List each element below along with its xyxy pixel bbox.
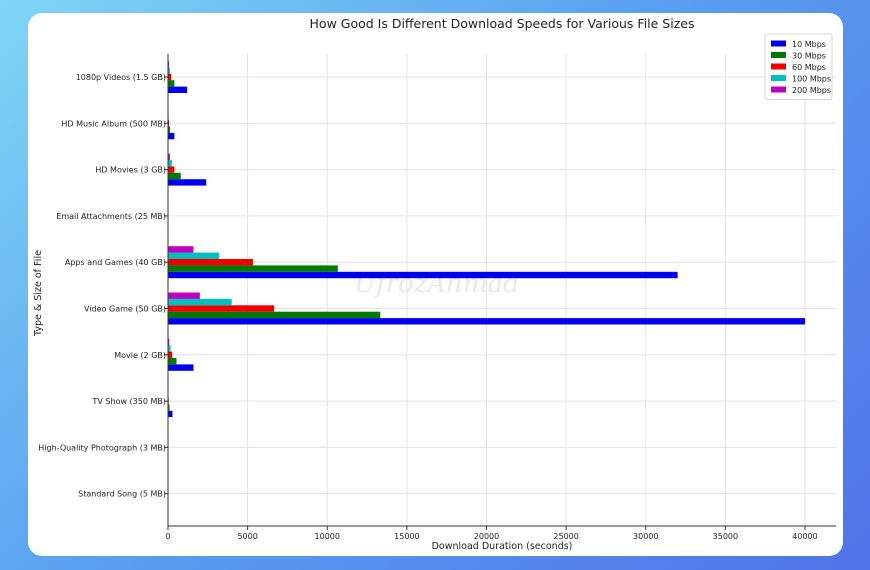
legend-swatch [771,52,786,58]
legend-label: 200 Mbps [792,86,831,95]
legend-label: 60 Mbps [792,63,826,72]
x-tick-label: 30000 [633,532,658,541]
bar [168,132,175,140]
bar [168,120,170,127]
legend-swatch [771,40,786,47]
category-label: Standard Song (5 MB) [78,490,166,499]
y-axis-label: Type & Size of File [33,250,44,337]
x-tick-label: 0 [165,532,170,541]
x-tick-label: 40000 [792,532,817,541]
x-axis-label: Download Duration (seconds) [432,541,573,552]
category-label: HD Music Album (500 MB) [61,119,166,128]
bar [168,179,207,186]
chart-title: How Good Is Different Download Speeds fo… [310,16,695,31]
x-tick-label: 25000 [553,532,578,541]
download-speed-chart: UfrozAhmad 0 5000 10000 15000 20000 25000 3000… [33,16,836,552]
bar [168,271,678,279]
bar [168,252,219,259]
category-label: 1080p Videos (1.5 GB) [76,73,166,82]
legend-swatch [771,63,786,70]
x-tick-label: 35000 [713,532,738,541]
bar [168,358,177,365]
legend-swatch [771,86,786,93]
category-label: Email Attachments (25 MB) [56,212,166,221]
bar [168,86,188,93]
legend: 10 Mbps 30 Mbps 60 Mbps 100 Mbps 200 Mbps [764,33,833,100]
bar [168,172,181,180]
legend-label: 10 Mbps [792,40,826,49]
category-label: Apps and Games (40 GB) [65,258,166,267]
bar [168,311,381,319]
category-label: HD Movies (3 GB) [95,166,166,175]
x-tick-label: 15000 [394,532,419,541]
bar [168,305,275,312]
legend-label: 30 Mbps [792,52,826,61]
legend-box [764,33,833,100]
x-tick-label: 20000 [474,532,499,541]
category-label: TV Show (350 MB) [92,397,166,406]
legend-swatch [771,75,786,81]
category-label: Video Game (50 GB) [84,305,166,314]
bar [168,410,173,418]
bar [168,160,172,167]
category-label: Movie (2 GB) [114,351,166,360]
bar [168,404,170,411]
bar [168,351,173,358]
bar [168,259,253,266]
bar [168,298,232,306]
bar [168,246,194,253]
legend-label: 100 Mbps [792,75,831,84]
bar [168,345,171,352]
bar [168,318,805,325]
bar [168,126,171,133]
category-label: High-Quality Photograph (3 MB) [38,443,166,452]
bar [168,364,194,371]
bar [168,80,175,87]
bar [168,338,170,346]
bar [168,265,338,272]
x-tick-label: 5000 [237,532,257,541]
bar [168,166,175,173]
bar [168,67,170,74]
chart-card: UfrozAhmad 0 5000 10000 15000 20000 25000 3000… [28,13,843,556]
bar [168,73,172,81]
bar [168,153,170,160]
bar [168,292,200,299]
x-tick-label: 10000 [315,532,340,541]
